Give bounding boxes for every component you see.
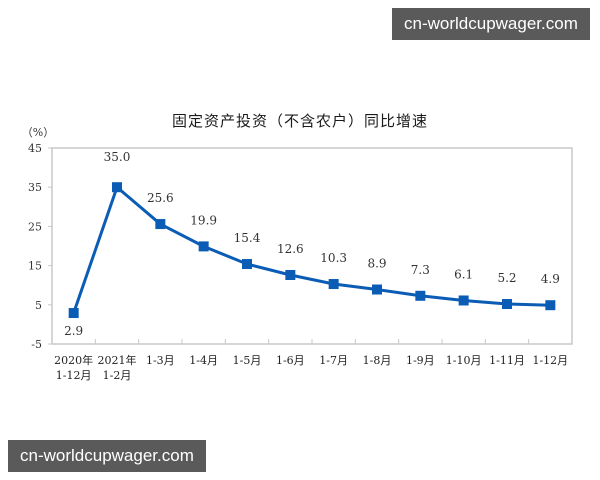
data-point-marker xyxy=(68,308,79,319)
x-tick-label: 1-2月 xyxy=(103,369,132,382)
y-tick-label: 5 xyxy=(35,299,42,312)
data-point-marker xyxy=(545,300,556,311)
x-tick-label: 1-7月 xyxy=(319,354,348,367)
y-tick-label: 35 xyxy=(28,181,42,194)
y-axis-ticks: -5 5 15 25 35 45 xyxy=(28,142,52,351)
x-tick-label: 1-12月 xyxy=(532,354,568,367)
x-tick-label: 1-8月 xyxy=(363,354,392,367)
y-tick-label: 25 xyxy=(28,220,42,233)
data-value-label: 12.6 xyxy=(277,242,304,256)
data-value-label: 15.4 xyxy=(234,231,261,245)
x-tick-label: 2020年 xyxy=(54,353,93,367)
plot-frame xyxy=(51,147,573,345)
data-series xyxy=(68,182,556,319)
data-point-marker xyxy=(285,270,296,281)
data-value-label: 2.9 xyxy=(64,324,83,338)
watermark-bottom: cn-worldcupwager.com xyxy=(8,440,206,472)
data-point-marker xyxy=(458,295,469,306)
data-point-marker xyxy=(242,259,252,270)
data-value-label: 10.3 xyxy=(320,251,347,265)
x-tick-label: 1-3月 xyxy=(146,354,175,367)
x-tick-label: 1-10月 xyxy=(446,354,482,367)
x-tick-label: 1-5月 xyxy=(233,354,262,367)
y-tick-label: 45 xyxy=(28,142,42,155)
data-point-marker xyxy=(328,279,339,290)
data-value-label: 25.6 xyxy=(147,191,174,205)
watermark-top: cn-worldcupwager.com xyxy=(392,8,590,40)
x-tick-label: 1-4月 xyxy=(189,354,218,367)
x-tick-label: 1-12月 xyxy=(56,369,92,382)
data-value-label: 5.2 xyxy=(497,271,516,285)
chart-title: 固定资产投资（不含农户）同比增速 xyxy=(171,112,428,130)
y-axis-unit: （%） xyxy=(22,126,54,139)
x-axis-ticks: 2020年 1-12月 2021年 1-2月 1-3月 1-4月 1-5月 1-6月 1-7月 1… xyxy=(54,339,568,382)
x-tick-label: 2021年 xyxy=(98,353,137,367)
data-value-label: 6.1 xyxy=(454,267,473,281)
data-value-label: 7.3 xyxy=(411,263,430,277)
data-value-label: 19.9 xyxy=(190,213,217,227)
data-point-marker xyxy=(198,241,209,252)
x-tick-label: 1-9月 xyxy=(406,354,435,367)
data-value-label: 8.9 xyxy=(367,257,386,271)
data-point-marker xyxy=(502,299,512,310)
data-point-marker xyxy=(415,290,426,301)
y-tick-label: -5 xyxy=(31,338,42,351)
data-point-marker xyxy=(112,182,122,193)
series-line xyxy=(72,185,551,314)
x-tick-label: 1-6月 xyxy=(276,354,305,367)
data-value-label: 35.0 xyxy=(104,150,131,164)
data-value-label: 4.9 xyxy=(541,272,560,286)
x-tick-label: 1-11月 xyxy=(489,354,525,367)
y-tick-label: 15 xyxy=(28,260,42,273)
data-point-marker xyxy=(372,284,382,295)
data-labels: 2.9 35.0 25.6 19.9 15.4 12.6 10.3 8.9 7.3 6.1 5.2 4… xyxy=(64,150,560,338)
data-point-marker xyxy=(155,219,166,230)
